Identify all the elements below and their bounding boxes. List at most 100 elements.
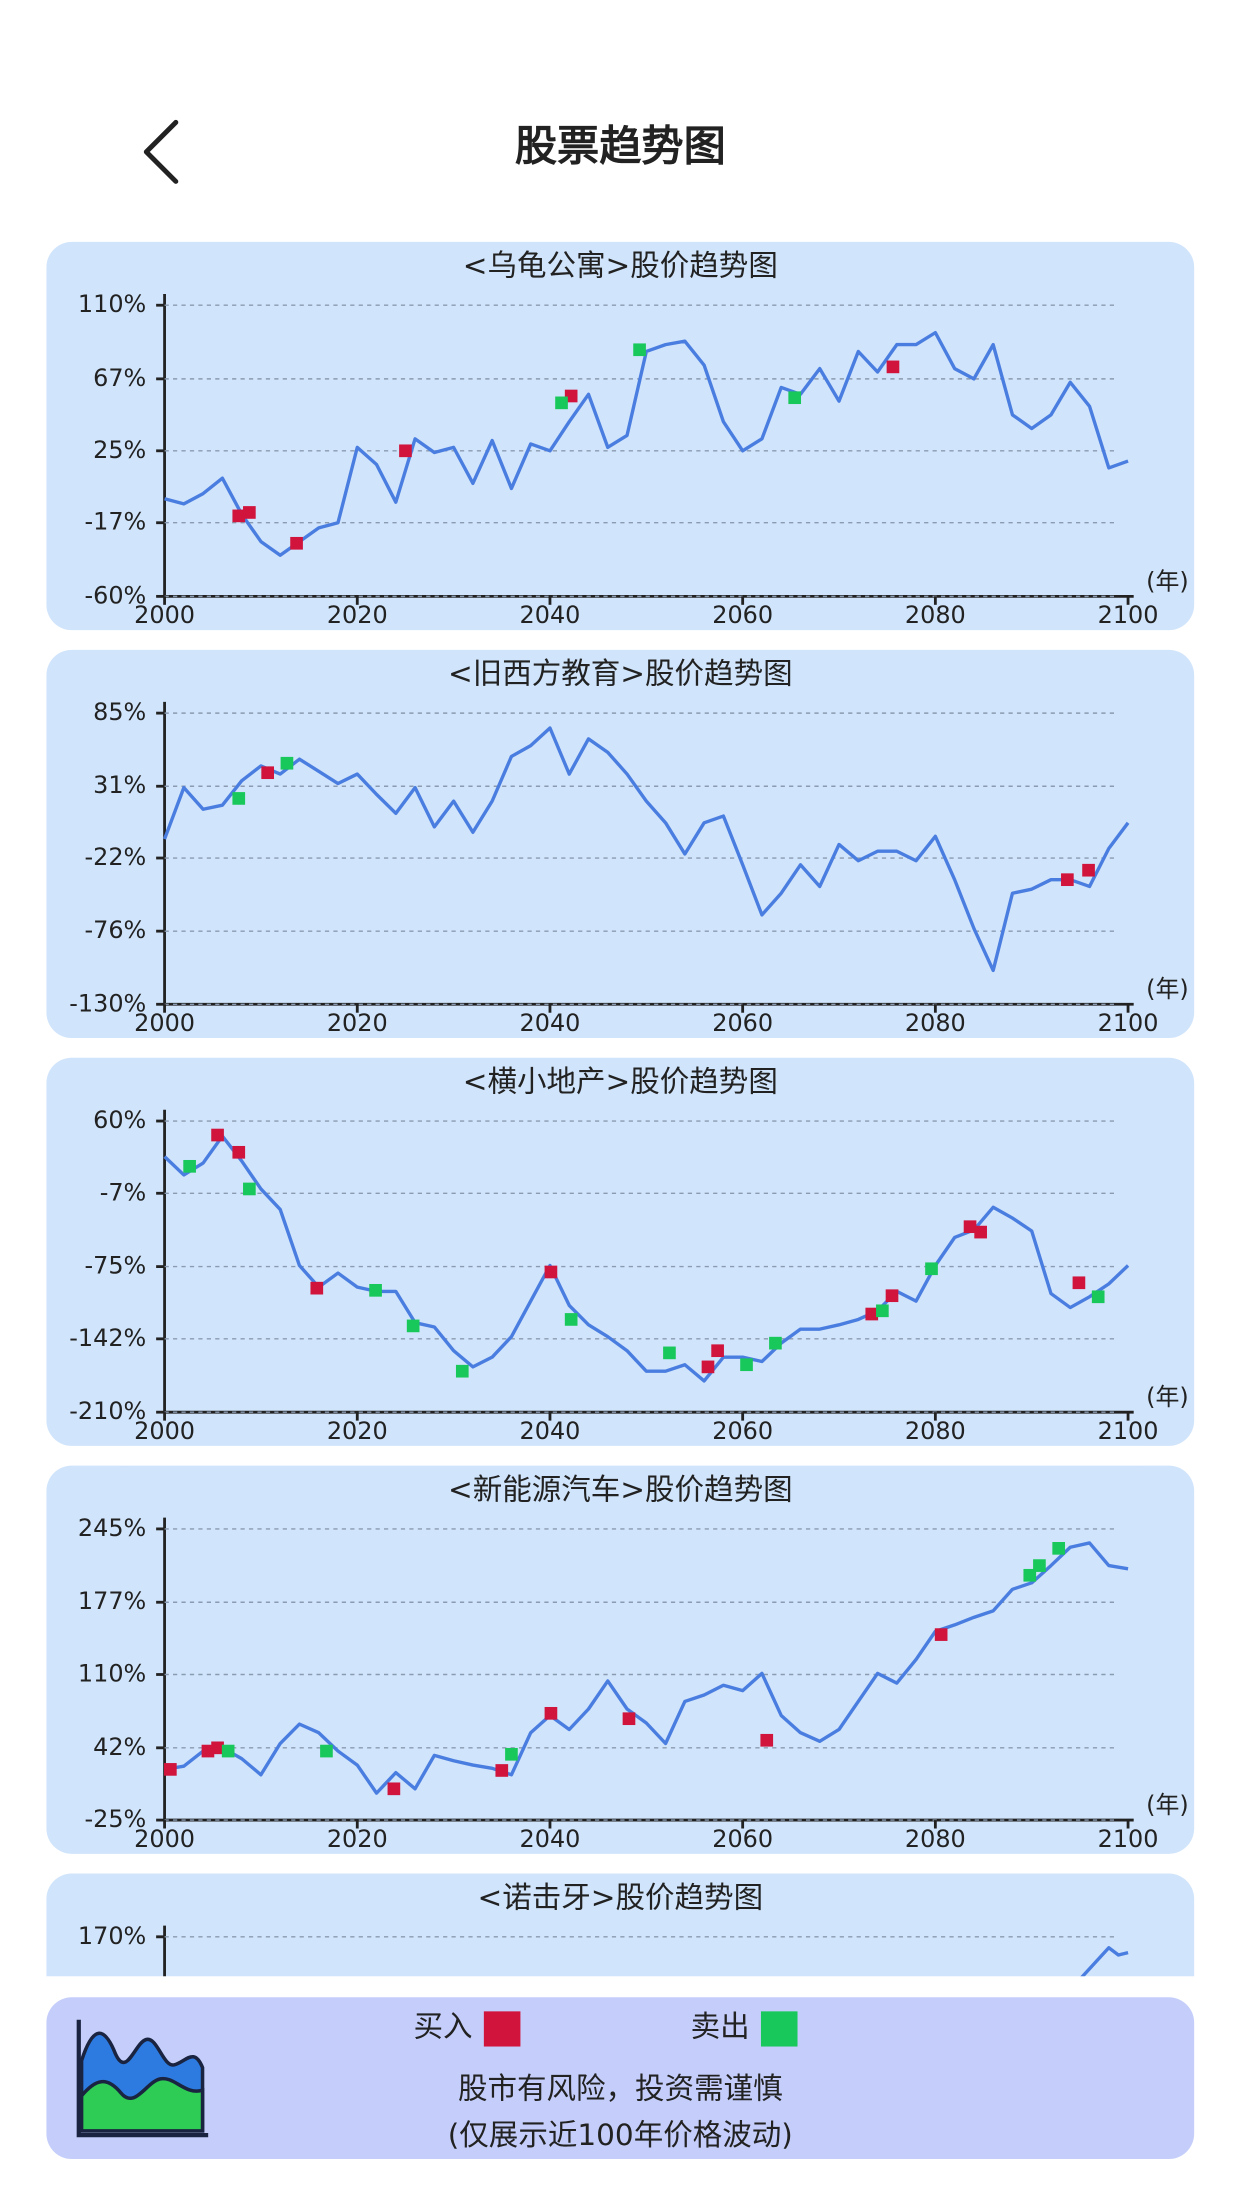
- y-tick-label: 177%: [78, 1587, 146, 1615]
- legend-sell-swatch: [760, 2011, 798, 2047]
- legend-sell-label: 卖出: [691, 2010, 750, 2044]
- y-tick-label: 110%: [78, 290, 146, 318]
- buy-marker: [544, 1706, 558, 1720]
- buy-marker: [232, 509, 246, 523]
- chart-panel: [46, 1465, 1195, 1854]
- buy-marker: [399, 444, 412, 458]
- price-line: [162, 726, 1130, 973]
- buy-marker: [290, 536, 303, 550]
- sell-marker: [320, 1744, 333, 1758]
- buy-marker: [544, 1265, 558, 1279]
- y-tick-label: 85%: [93, 698, 146, 726]
- chart-list[interactable]: <乌龟公寓>股价趋势图 -60% -17% 25% 67% 110% 2000 2020 204…: [46, 241, 1195, 2208]
- sell-marker: [243, 1182, 256, 1196]
- buy-marker: [495, 1764, 509, 1777]
- buy-marker: [1061, 873, 1074, 887]
- chart-card: <诺击牙>股价趋势图 170%: [46, 1873, 1195, 1977]
- x-axis-unit: (年): [1146, 1791, 1189, 1819]
- price-line: [1080, 1946, 1129, 1977]
- x-tick-label: 2100: [1098, 1417, 1159, 1445]
- y-tick-label: -60%: [85, 581, 147, 609]
- x-axis-unit: (年): [1146, 1383, 1189, 1411]
- x-tick-label: 2060: [712, 601, 773, 629]
- x-tick-label: 2020: [327, 1009, 388, 1037]
- chart-title: <横小地产>股价趋势图: [463, 1065, 778, 1099]
- x-tick-label: 2000: [134, 1009, 195, 1037]
- y-tick-label: -25%: [85, 1805, 147, 1833]
- y-tick-label: 31%: [93, 771, 146, 799]
- sell-marker: [232, 792, 246, 805]
- x-tick-label: 2100: [1098, 1825, 1159, 1853]
- buy-marker: [211, 1128, 224, 1142]
- y-tick-label: -210%: [69, 1397, 146, 1425]
- buy-marker: [974, 1225, 987, 1239]
- chart-panel: [46, 649, 1195, 1039]
- footer-warning: 股市有风险，投资需谨慎: [458, 2072, 783, 2106]
- buy-marker: [1082, 863, 1095, 877]
- buy-marker: [164, 1763, 177, 1776]
- sell-marker: [505, 1747, 518, 1761]
- buy-marker: [701, 1360, 715, 1374]
- legend-buy-label: 买入: [414, 2010, 473, 2044]
- x-tick-label: 2000: [134, 1417, 195, 1445]
- footer-icon: [76, 2019, 209, 2138]
- chart-panel: [46, 1873, 1195, 1977]
- chart-card: <新能源汽车>股价趋势图 -25% 42% 110% 177% 245% 2000 2020 2…: [46, 1465, 1195, 1854]
- sell-marker: [633, 343, 646, 357]
- footer-note: (仅展示近100年价格波动): [448, 2118, 793, 2152]
- sell-marker: [740, 1358, 753, 1372]
- x-axis-unit: (年): [1146, 975, 1189, 1003]
- chart-title: <乌龟公寓>股价趋势图: [463, 249, 778, 283]
- buy-marker: [564, 389, 578, 403]
- x-tick-label: 2060: [712, 1417, 773, 1445]
- buy-marker: [1072, 1276, 1086, 1290]
- sell-marker: [1091, 1290, 1105, 1304]
- buy-marker: [963, 1220, 977, 1234]
- chart-card: <旧西方教育>股价趋势图 -130% -76% -22% 31% 85% 2000 2020 2…: [46, 649, 1195, 1039]
- buy-marker: [711, 1344, 724, 1358]
- sell-marker: [455, 1364, 469, 1378]
- y-tick-label: 42%: [93, 1733, 146, 1761]
- y-tick-label: 60%: [93, 1106, 146, 1134]
- x-tick-label: 2100: [1098, 1009, 1159, 1037]
- buy-marker: [622, 1712, 636, 1726]
- buy-marker: [243, 506, 256, 519]
- sell-marker: [769, 1336, 782, 1350]
- sell-marker: [221, 1744, 235, 1758]
- y-tick-label: -7%: [100, 1178, 147, 1206]
- buy-marker: [885, 1289, 899, 1303]
- buy-marker: [760, 1733, 774, 1747]
- y-tick-label: 170%: [78, 1922, 146, 1950]
- chart-panel: [46, 241, 1195, 631]
- x-tick-label: 2040: [520, 1009, 581, 1037]
- price-line: [164, 1541, 1129, 1795]
- sell-marker: [1023, 1568, 1037, 1582]
- x-tick-label: 2040: [520, 601, 581, 629]
- buy-marker: [261, 766, 274, 780]
- sell-marker: [788, 391, 802, 405]
- y-tick-label: -130%: [69, 989, 146, 1017]
- buy-marker: [310, 1281, 324, 1295]
- sell-marker: [183, 1159, 196, 1173]
- x-tick-label: 2040: [520, 1825, 581, 1853]
- x-tick-label: 2100: [1098, 601, 1159, 629]
- back-button[interactable]: [143, 119, 179, 184]
- x-tick-label: 2060: [712, 1009, 773, 1037]
- y-tick-label: -22%: [85, 843, 147, 871]
- buy-marker: [387, 1782, 401, 1796]
- chart-panel: [46, 1057, 1195, 1446]
- y-tick-label: 25%: [93, 436, 146, 464]
- legend-buy-swatch: [483, 2011, 521, 2047]
- x-tick-label: 2080: [905, 1825, 966, 1853]
- y-tick-label: -75%: [85, 1252, 147, 1280]
- footer-panel: [46, 1997, 1195, 2160]
- y-tick-label: 110%: [78, 1659, 146, 1687]
- buy-marker: [211, 1741, 224, 1755]
- chart-title: <新能源汽车>股价趋势图: [448, 1472, 793, 1506]
- sell-marker: [369, 1283, 382, 1297]
- x-axis-unit: (年): [1146, 567, 1189, 595]
- price-line: [164, 330, 1129, 557]
- y-tick-label: 245%: [78, 1514, 146, 1542]
